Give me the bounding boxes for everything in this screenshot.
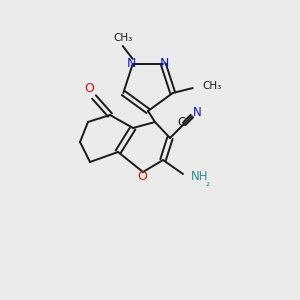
Text: N: N xyxy=(160,58,169,70)
Text: O: O xyxy=(84,82,94,95)
Text: ₂: ₂ xyxy=(205,178,209,188)
Text: C: C xyxy=(178,116,186,128)
Text: CH₃: CH₃ xyxy=(113,33,132,43)
Text: O: O xyxy=(137,170,147,184)
Text: N: N xyxy=(127,58,136,70)
Text: N: N xyxy=(193,106,201,119)
Text: NH: NH xyxy=(191,169,208,182)
Text: CH₃: CH₃ xyxy=(203,81,222,91)
